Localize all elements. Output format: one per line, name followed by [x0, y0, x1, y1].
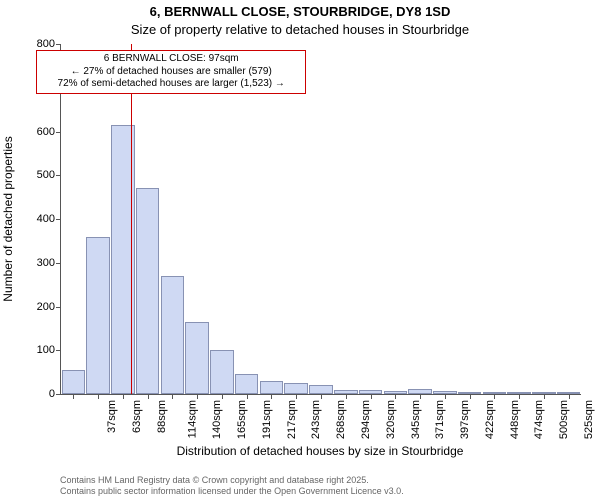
y-tick-label: 500	[37, 169, 61, 181]
callout-line: 72% of semi-detached houses are larger (…	[43, 78, 299, 91]
histogram-bar	[260, 381, 284, 394]
x-tick-label: 88sqm	[156, 400, 168, 433]
reference-line	[131, 44, 132, 394]
chart-container: 6, BERNWALL CLOSE, STOURBRIDGE, DY8 1SD …	[0, 0, 600, 500]
histogram-bar	[235, 374, 259, 394]
x-tick-label: 422sqm	[484, 400, 496, 439]
x-tick-label: 474sqm	[533, 400, 545, 439]
histogram-bar	[161, 276, 185, 394]
x-tick-label: 217sqm	[286, 400, 298, 439]
x-tick-label: 37sqm	[106, 400, 118, 433]
x-tick-label: 191sqm	[261, 400, 273, 439]
y-axis-label: Number of detached properties	[1, 136, 15, 301]
y-tick-label: 800	[37, 38, 61, 50]
y-tick-label: 400	[37, 213, 61, 225]
x-tick-label: 140sqm	[212, 400, 224, 439]
plot-area: 010020030040050060070080037sqm63sqm88sqm…	[60, 44, 581, 395]
y-tick-label: 100	[37, 344, 61, 356]
y-tick-label: 600	[37, 126, 61, 138]
y-tick-label: 0	[49, 388, 61, 400]
x-axis-label: Distribution of detached houses by size …	[60, 444, 580, 458]
histogram-bar	[309, 385, 333, 394]
x-tick-label: 500sqm	[558, 400, 570, 439]
histogram-bar	[62, 370, 86, 394]
chart-title-line1: 6, BERNWALL CLOSE, STOURBRIDGE, DY8 1SD	[0, 4, 600, 19]
x-tick-label: 397sqm	[459, 400, 471, 439]
y-tick-label: 300	[37, 257, 61, 269]
histogram-bar	[210, 350, 234, 394]
attribution-line2: Contains public sector information licen…	[60, 486, 590, 497]
histogram-bar	[284, 383, 308, 394]
x-tick-label: 371sqm	[434, 400, 446, 439]
x-tick-label: 114sqm	[186, 400, 198, 438]
x-tick-label: 294sqm	[360, 400, 372, 439]
x-tick-label: 345sqm	[410, 400, 422, 439]
x-tick-label: 165sqm	[236, 400, 248, 439]
histogram-bar	[185, 322, 209, 394]
x-tick-label: 525sqm	[583, 400, 595, 439]
x-tick-label: 63sqm	[131, 400, 143, 433]
x-tick-label: 320sqm	[385, 400, 397, 439]
x-tick-label: 268sqm	[335, 400, 347, 439]
callout-line: 6 BERNWALL CLOSE: 97sqm	[43, 53, 299, 66]
histogram-bar	[86, 237, 110, 395]
x-tick-label: 448sqm	[509, 400, 521, 439]
y-tick-label: 200	[37, 301, 61, 313]
histogram-bar	[136, 188, 160, 394]
x-tick-label: 243sqm	[311, 400, 323, 439]
attribution-text: Contains HM Land Registry data © Crown c…	[60, 475, 590, 497]
callout-box: 6 BERNWALL CLOSE: 97sqm← 27% of detached…	[36, 50, 306, 94]
callout-line: ← 27% of detached houses are smaller (57…	[43, 66, 299, 79]
attribution-line1: Contains HM Land Registry data © Crown c…	[60, 475, 590, 486]
chart-title-line2: Size of property relative to detached ho…	[0, 22, 600, 37]
